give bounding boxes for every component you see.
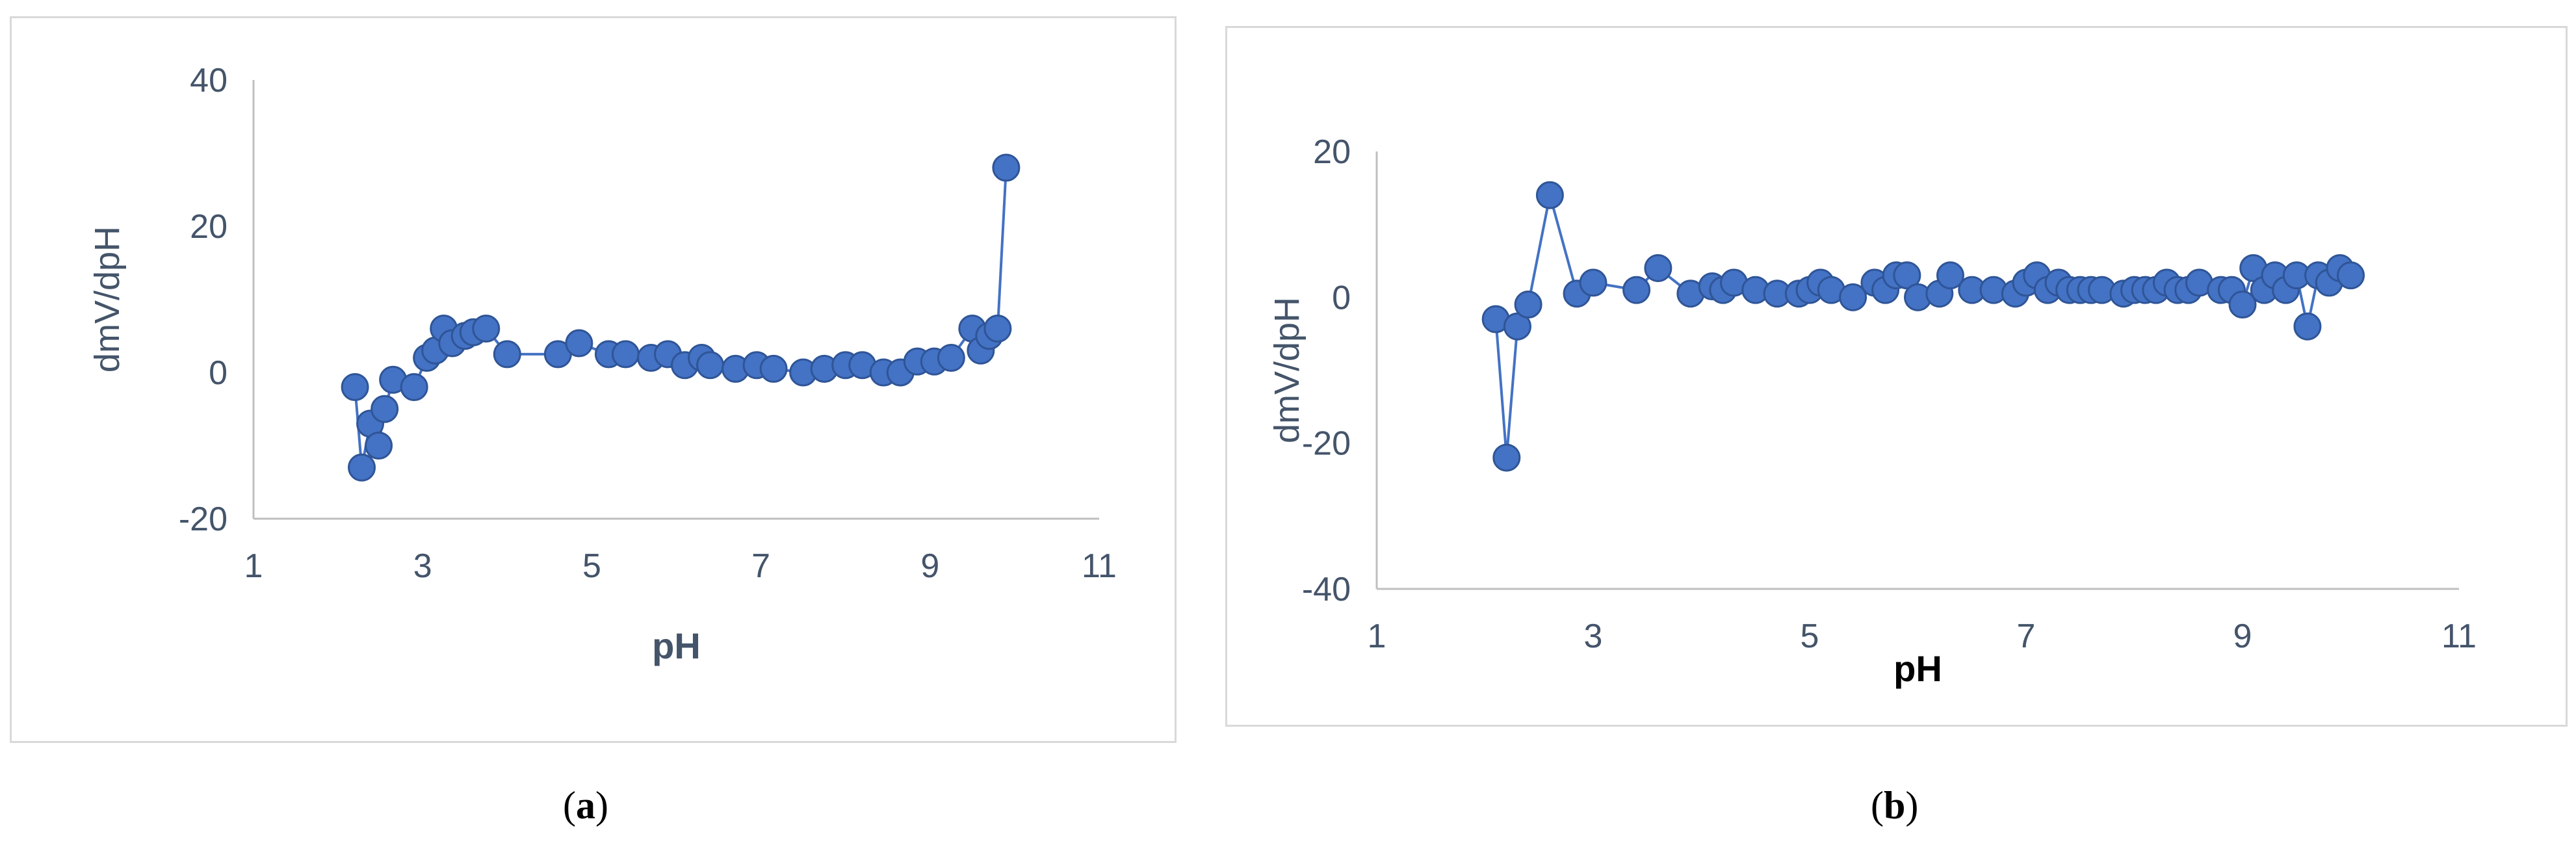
data-point — [1535, 181, 1564, 209]
data-point — [1622, 276, 1651, 304]
x-tick-label: 9 — [920, 547, 939, 585]
y-tick-label: 40 — [190, 62, 228, 99]
x-tick-label: 3 — [413, 547, 432, 585]
data-point — [365, 432, 393, 460]
caption-a: (a) — [563, 784, 608, 827]
caption-a-letter: a — [575, 784, 595, 827]
data-point — [341, 373, 369, 401]
data-point — [611, 340, 640, 369]
data-point — [696, 351, 725, 380]
x-tick-label: 11 — [2441, 618, 2477, 655]
data-point — [1839, 283, 1867, 311]
series-line — [1494, 194, 2352, 458]
x-tick-label: 3 — [1584, 618, 1603, 655]
data-point — [983, 315, 1012, 343]
data-point — [348, 453, 376, 482]
data-point — [565, 329, 593, 358]
y-tick-label: 0 — [1332, 279, 1351, 317]
caption-b-letter: b — [1883, 784, 1906, 827]
y-axis-title: dmV/dpH — [1268, 297, 1307, 443]
data-point — [1644, 254, 1672, 282]
data-point — [937, 344, 965, 372]
data-point — [493, 340, 521, 369]
x-tick-label: 7 — [751, 547, 770, 585]
x-tick-label: 5 — [582, 547, 601, 585]
data-point — [1514, 291, 1542, 319]
y-tick-label: -20 — [179, 500, 228, 538]
data-point — [759, 354, 788, 383]
series-line — [354, 167, 1008, 468]
x-tick-label: 1 — [244, 547, 263, 585]
caption-b: (b) — [1871, 784, 1919, 827]
x-axis-title: pH — [1893, 648, 1942, 689]
chart-panel-a: -20 0 20 40 1 3 5 7 9 11 pH dmV/dpH — [10, 16, 1177, 743]
x-tick-label: 5 — [1801, 618, 1819, 655]
x-tick-label: 7 — [2017, 618, 2036, 655]
x-tick-label: 11 — [1082, 547, 1117, 585]
data-point — [1492, 443, 1521, 472]
data-point — [1936, 261, 1964, 290]
data-point — [400, 373, 428, 401]
data-point — [371, 395, 399, 423]
data-point — [2228, 291, 2257, 319]
y-tick-label: 0 — [209, 354, 228, 392]
chart-panel-b: -40 -20 0 20 1 3 5 7 9 11 pH dmV/dpH — [1225, 26, 2568, 727]
data-point — [992, 153, 1021, 182]
chart-b-plot: -40 -20 0 20 1 3 5 7 9 11 pH dmV/dpH — [1268, 133, 2477, 689]
y-tick-label: -20 — [1302, 425, 1351, 463]
data-point — [472, 315, 501, 343]
x-tick-label: 1 — [1368, 618, 1386, 655]
data-point — [2293, 312, 2322, 341]
y-tick-label: 20 — [1313, 133, 1351, 171]
y-tick-label: -40 — [1302, 571, 1351, 608]
x-axis-title: pH — [652, 625, 701, 666]
x-tick-label: 9 — [2233, 618, 2252, 655]
chart-a-plot: -20 0 20 40 1 3 5 7 9 11 pH dmV/dpH — [88, 62, 1117, 666]
data-point — [1893, 261, 1921, 290]
y-axis-title: dmV/dpH — [88, 226, 127, 372]
y-tick-label: 20 — [190, 208, 228, 246]
data-point — [1503, 312, 1531, 341]
data-point — [2337, 261, 2365, 290]
data-point — [1579, 268, 1607, 297]
